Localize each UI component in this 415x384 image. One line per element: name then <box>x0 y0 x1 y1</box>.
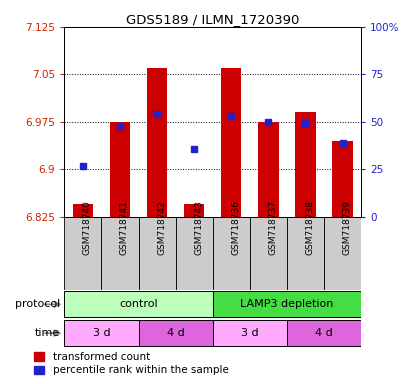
Text: time: time <box>35 328 60 338</box>
Text: GSM718743: GSM718743 <box>194 200 203 255</box>
Text: protocol: protocol <box>15 299 60 310</box>
Bar <box>101 217 139 290</box>
Text: LAMP3 depletion: LAMP3 depletion <box>240 299 334 309</box>
Text: 3 d: 3 d <box>241 328 259 338</box>
Bar <box>332 141 353 217</box>
Bar <box>176 217 213 290</box>
Bar <box>73 204 93 217</box>
Bar <box>139 320 213 346</box>
Text: 4 d: 4 d <box>167 328 185 338</box>
Bar <box>258 122 278 217</box>
Text: GSM718737: GSM718737 <box>269 200 277 255</box>
Text: GSM718738: GSM718738 <box>305 200 315 255</box>
Text: GSM718742: GSM718742 <box>157 200 166 255</box>
Title: GDS5189 / ILMN_1720390: GDS5189 / ILMN_1720390 <box>126 13 299 26</box>
Bar <box>213 320 287 346</box>
Text: GSM718736: GSM718736 <box>231 200 240 255</box>
Bar <box>213 217 250 290</box>
Text: GSM718740: GSM718740 <box>83 200 92 255</box>
Text: 3 d: 3 d <box>93 328 110 338</box>
Bar <box>221 68 242 217</box>
Legend: transformed count, percentile rank within the sample: transformed count, percentile rank withi… <box>30 348 233 380</box>
Bar <box>324 217 361 290</box>
Bar <box>110 122 130 217</box>
Text: 4 d: 4 d <box>315 328 333 338</box>
Bar <box>213 291 361 317</box>
Bar <box>147 68 167 217</box>
Bar <box>139 217 176 290</box>
Text: GSM718739: GSM718739 <box>342 200 352 255</box>
Bar <box>184 204 204 217</box>
Bar <box>295 113 316 217</box>
Bar <box>287 217 324 290</box>
Bar <box>64 320 139 346</box>
Bar <box>64 217 101 290</box>
Text: control: control <box>119 299 158 309</box>
Bar <box>287 320 361 346</box>
Text: GSM718741: GSM718741 <box>120 200 129 255</box>
Bar <box>250 217 287 290</box>
Bar <box>64 291 213 317</box>
